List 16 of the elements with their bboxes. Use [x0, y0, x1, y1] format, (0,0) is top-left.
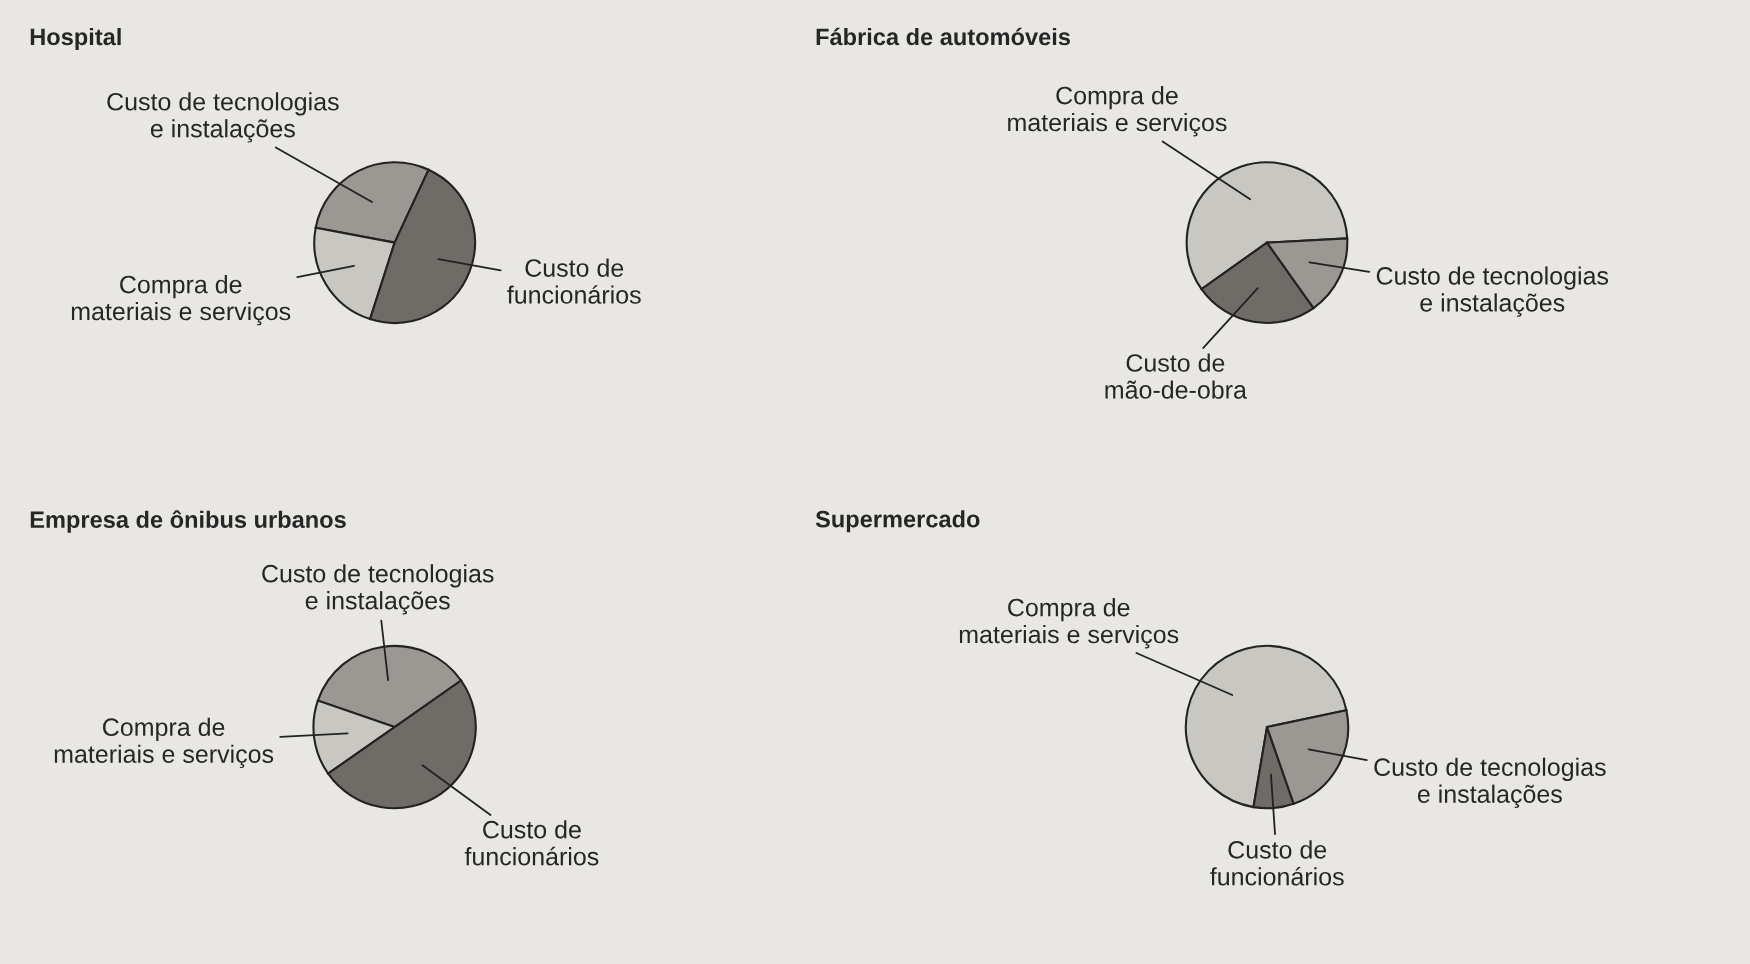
slice-label: Custo de tecnologias e instalações — [1374, 757, 1606, 809]
slice-label: Compra de materiais e serviços — [959, 598, 1179, 649]
slice-label: Custo de funcionários — [464, 820, 599, 866]
chart-title: Supermercado — [815, 510, 980, 533]
slice-label: Compra de materiais e serviços — [71, 275, 291, 326]
slice-label: Custo de mão-de-obra — [1105, 353, 1247, 399]
slice-label: Compra de materiais e serviços — [54, 717, 274, 769]
slice-label: Custo de tecnologias e instalações — [1376, 266, 1609, 317]
chart-title: Hospital — [30, 27, 121, 50]
chart-title: Fábrica de automóveis — [816, 27, 1070, 46]
slice-label: Compra de materiais e serviços — [1008, 86, 1227, 137]
slice-label: Custo de tecnologias e instalações — [107, 92, 339, 143]
chart-title: Empresa de ônibus urbanos — [30, 510, 346, 533]
slice-label: Custo de tecnologias e instalações — [262, 564, 494, 615]
slice-label: Custo de funcionários — [1210, 840, 1344, 886]
slice-label: Custo de funcionários — [507, 258, 641, 304]
